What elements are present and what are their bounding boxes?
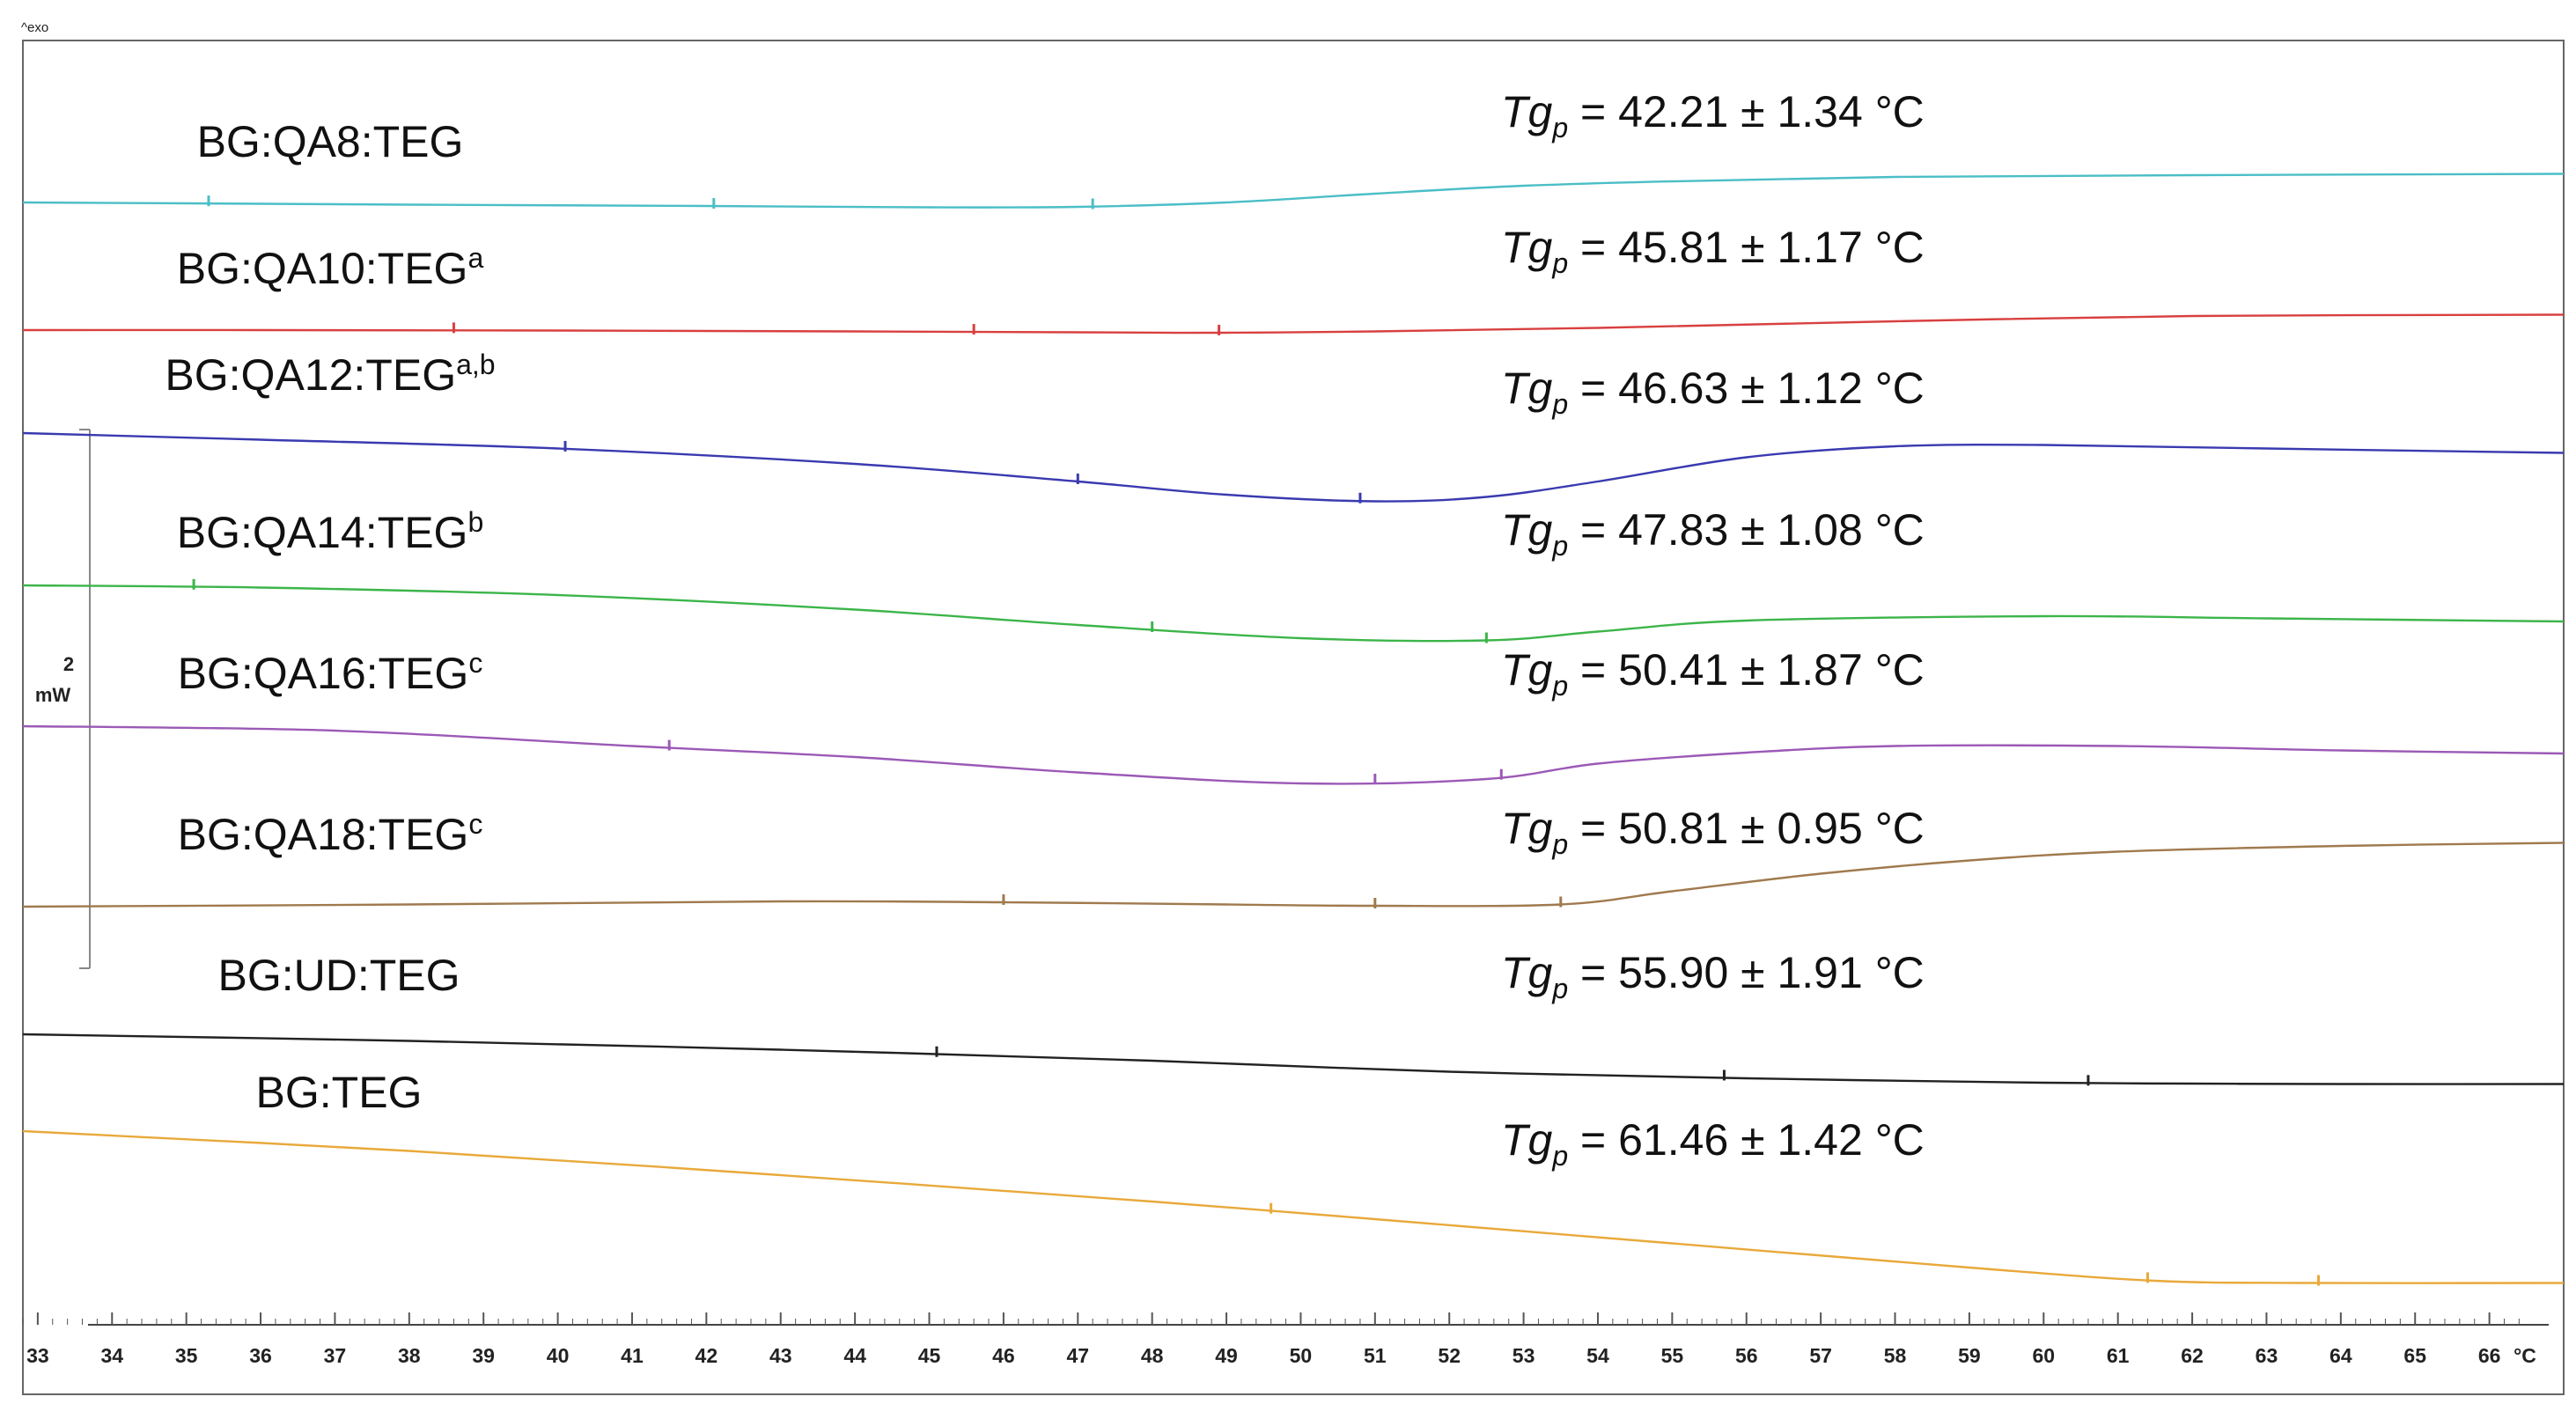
x-tick-label: 62 [2181, 1344, 2204, 1367]
series-group: BG:UD:TEG Tgp = 55.90 ± 1.91 °C [22, 948, 2565, 1086]
tg-value-label: Tgp = 50.81 ± 0.95 °C [1501, 804, 1925, 860]
x-tick-label: 57 [1809, 1344, 1832, 1367]
tg-value-label: Tgp = 46.63 ± 1.12 °C [1501, 364, 1925, 420]
series-name-label: BG:TEG [256, 1068, 423, 1117]
x-tick-label: 66 [2478, 1344, 2501, 1367]
series-group: BG:QA14:TEGb Tgp = 47.83 ± 1.08 °C [22, 505, 2565, 643]
series-line [22, 724, 2565, 785]
series-name-label: BG:QA18:TEGc [178, 808, 483, 859]
x-tick-label: 34 [100, 1344, 123, 1367]
x-tick-label: 60 [2033, 1344, 2056, 1367]
x-axis: 33 34 35 36 37 38 39 40 41 42 43 44 45 46 47 48 49 50 51 52… [22, 1312, 2549, 1367]
x-tick-label: 56 [1735, 1344, 1758, 1367]
x-tick-label: 59 [1958, 1344, 1981, 1367]
x-tick-label: 43 [769, 1344, 792, 1367]
x-tick-label: 41 [621, 1344, 644, 1367]
x-tick-label: 51 [1364, 1344, 1387, 1367]
x-tick-label: 58 [1884, 1344, 1907, 1367]
scale-bar-unit: mW [35, 684, 71, 706]
series-line [22, 173, 2565, 209]
x-tick-label: 63 [2256, 1344, 2278, 1367]
x-tick-label: 47 [1066, 1344, 1089, 1367]
x-tick-label: 33 [26, 1344, 49, 1367]
series-name-label: BG:UD:TEG [217, 951, 460, 1000]
exo-label: ^exo [21, 20, 48, 35]
series-group: BG:QA12:TEGa,b Tgp = 46.63 ± 1.12 °C [22, 349, 2565, 504]
series-group: BG:QA10:TEGa Tgp = 45.81 ± 1.17 °C [22, 223, 2565, 335]
series-name-label: BG:QA10:TEGa [177, 242, 484, 293]
scale-bar-value: 2 [63, 653, 74, 675]
series-name-label: BG:QA8:TEG [197, 117, 464, 166]
x-tick-label: 35 [175, 1344, 198, 1367]
x-tick-label: 45 [918, 1344, 941, 1367]
series-name-label: BG:QA14:TEGb [177, 506, 483, 557]
tg-value-label: Tgp = 45.81 ± 1.17 °C [1501, 223, 1925, 279]
x-tick-label: 36 [249, 1344, 272, 1367]
tg-value-label: Tgp = 61.46 ± 1.42 °C [1501, 1115, 1925, 1172]
x-tick-label: 64 [2329, 1344, 2352, 1367]
series-line [22, 842, 2565, 908]
series-name-label: BG:QA12:TEGa,b [165, 349, 495, 400]
x-axis-unit: °C [2513, 1344, 2536, 1367]
series-line [22, 1033, 2565, 1085]
x-tick-label: 50 [1290, 1344, 1313, 1367]
x-tick-label: 53 [1512, 1344, 1535, 1367]
x-tick-label: 55 [1661, 1344, 1684, 1367]
x-tick-label: 46 [992, 1344, 1015, 1367]
tg-value-label: Tgp = 42.21 ± 1.34 °C [1501, 87, 1925, 143]
series-line [22, 1129, 2565, 1284]
series-layer: BG:QA8:TEG Tgp = 42.21 ± 1.34 °C BG:QA10:T… [22, 87, 2565, 1286]
series-group: BG:QA8:TEG Tgp = 42.21 ± 1.34 °C [22, 87, 2565, 209]
x-tick-label: 54 [1586, 1344, 1609, 1367]
x-tick-label: 37 [324, 1344, 347, 1367]
tg-value-label: Tgp = 50.41 ± 1.87 °C [1501, 645, 1925, 702]
x-tick-label: 39 [472, 1344, 495, 1367]
tg-value-label: Tgp = 47.83 ± 1.08 °C [1501, 505, 1925, 562]
x-tick-label: 48 [1141, 1344, 1164, 1367]
plot-frame [22, 40, 2565, 1395]
x-tick-label: 61 [2107, 1344, 2130, 1367]
x-tick-label: 65 [2403, 1344, 2426, 1367]
x-tick-label: 38 [398, 1344, 421, 1367]
x-tick-label: 40 [547, 1344, 570, 1367]
series-group: BG:QA16:TEGc Tgp = 50.41 ± 1.87 °C [22, 645, 2565, 785]
x-tick-label: 52 [1438, 1344, 1461, 1367]
series-line [22, 431, 2565, 503]
series-line [22, 584, 2565, 643]
series-line [22, 313, 2565, 334]
x-tick-label: 49 [1215, 1344, 1238, 1367]
series-name-label: BG:QA16:TEGc [178, 647, 483, 698]
series-group: BG:QA18:TEGc Tgp = 50.81 ± 0.95 °C [22, 804, 2565, 908]
scale-bar: 2 mW [35, 429, 91, 969]
x-tick-label: 44 [843, 1344, 866, 1367]
x-tick-label: 42 [696, 1344, 718, 1367]
tg-value-label: Tgp = 55.90 ± 1.91 °C [1501, 948, 1925, 1004]
series-group: BG:TEG Tgp = 61.46 ± 1.42 °C [22, 1068, 2565, 1286]
